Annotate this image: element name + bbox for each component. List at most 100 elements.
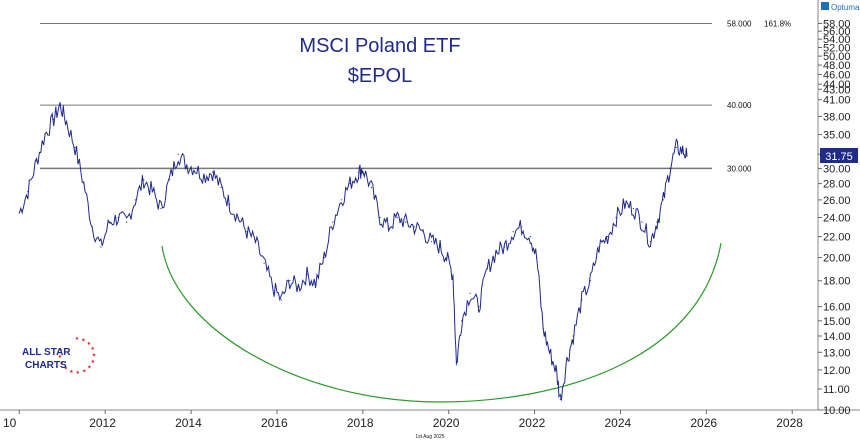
star-icon: ★	[60, 361, 65, 367]
watermark-line-2: CHARTS	[25, 360, 67, 371]
price-point	[536, 257, 538, 259]
price-point	[555, 369, 557, 371]
price-point	[194, 167, 196, 169]
price-point	[74, 146, 76, 149]
price-point	[306, 274, 308, 276]
price-point	[151, 191, 153, 193]
price-point	[430, 241, 433, 243]
y-tick-label: 38.00	[823, 111, 851, 123]
price-point	[315, 282, 317, 284]
y-axis-ticks: 58.0056.0054.0052.0050.0048.0046.0044.00…	[818, 18, 851, 417]
y-tick-label: 50.00	[823, 51, 851, 63]
x-tick-label: 2018	[347, 416, 374, 430]
price-point	[486, 268, 488, 270]
x-tick-label: 2024	[604, 416, 631, 430]
price-point	[682, 150, 684, 152]
y-tick-label: 13.00	[823, 347, 851, 359]
y-tick-label: 44.00	[823, 79, 851, 91]
price-point	[169, 179, 171, 181]
y-tick-label: 12.00	[823, 365, 851, 377]
x-tick-label: 2022	[519, 416, 546, 430]
price-point	[589, 280, 592, 282]
price-point	[624, 203, 626, 205]
price-point	[362, 167, 364, 169]
y-tick-label: 35.00	[823, 130, 851, 142]
star-icon: ★	[81, 337, 86, 343]
price-point	[27, 191, 29, 193]
price-point	[478, 306, 480, 308]
y-tick-label: 22.00	[823, 232, 851, 244]
price-point	[35, 160, 38, 162]
price-line	[18, 102, 688, 401]
x-tick-label: 2028	[776, 416, 803, 430]
y-tick-label: 18.00	[823, 276, 851, 288]
star-icon: ★	[63, 366, 68, 372]
price-point	[220, 187, 222, 189]
star-icon: ★	[82, 368, 87, 374]
y-tick-label: 56.00	[823, 26, 851, 38]
chart-subtitle: $EPOL	[348, 65, 412, 87]
price-point	[370, 187, 372, 189]
price-point	[503, 246, 506, 248]
price-point	[186, 164, 188, 166]
price-point	[686, 155, 688, 157]
last-price-label: 31.75	[825, 151, 853, 163]
y-tick-label: 43.00	[823, 84, 851, 96]
price-point	[100, 246, 102, 248]
price-point	[405, 221, 407, 223]
price-point	[349, 183, 351, 185]
price-point	[59, 104, 61, 106]
level-label-2: 30.000	[727, 164, 752, 173]
price-point	[357, 171, 360, 173]
price-point	[413, 226, 415, 228]
y-tick-label: 14.00	[823, 331, 851, 343]
price-point	[340, 199, 342, 201]
price-point	[641, 221, 643, 223]
star-icon: ★	[76, 370, 81, 376]
price-point	[237, 216, 239, 219]
star-icon: ★	[87, 365, 92, 371]
price-point	[177, 153, 179, 155]
x-tick-label: 10	[3, 416, 17, 430]
x-tick-label: 2020	[433, 416, 460, 430]
price-point	[108, 221, 111, 223]
price-point	[396, 216, 398, 219]
price-point	[662, 199, 665, 201]
star-icon: ★	[87, 341, 92, 347]
price-point	[422, 231, 424, 233]
y-tick-label: 58.00	[823, 18, 851, 30]
price-point	[229, 203, 231, 205]
price-point	[83, 183, 85, 185]
star-ring-icon: ★ ★★★★★★★★★★★★★	[58, 336, 97, 376]
price-point	[598, 246, 600, 248]
price-point	[559, 398, 562, 400]
price-point	[581, 299, 583, 301]
price-point	[446, 257, 448, 259]
price-point	[44, 133, 46, 136]
price-point	[280, 299, 282, 301]
price-point	[529, 236, 531, 238]
price-point	[649, 241, 652, 243]
optuma-logo: Optuma	[821, 2, 860, 12]
all-star-charts-watermark: ★ ★★★★★★★★★★★★★ ALL STAR CHARTS	[22, 336, 97, 376]
last-price-badge: 31.75	[820, 148, 858, 163]
price-point	[379, 216, 381, 219]
price-point	[272, 286, 274, 288]
price-point	[117, 216, 119, 219]
y-tick-label: 41.00	[823, 95, 851, 107]
price-point	[461, 320, 463, 322]
star-icon: ★	[75, 336, 80, 342]
x-tick-label: 2016	[261, 416, 288, 430]
price-point	[134, 199, 136, 201]
price-point	[521, 226, 523, 228]
price-point	[143, 179, 145, 181]
y-tick-label: 11.00	[823, 384, 850, 396]
y-tick-label: 30.00	[823, 163, 851, 175]
price-point	[254, 241, 257, 243]
x-tick-label: 2012	[89, 416, 116, 430]
y-tick-label: 10.00	[823, 405, 851, 417]
price-point	[160, 207, 162, 210]
level-label-1: 40.000	[727, 101, 752, 110]
y-tick-label: 24.00	[823, 212, 851, 224]
